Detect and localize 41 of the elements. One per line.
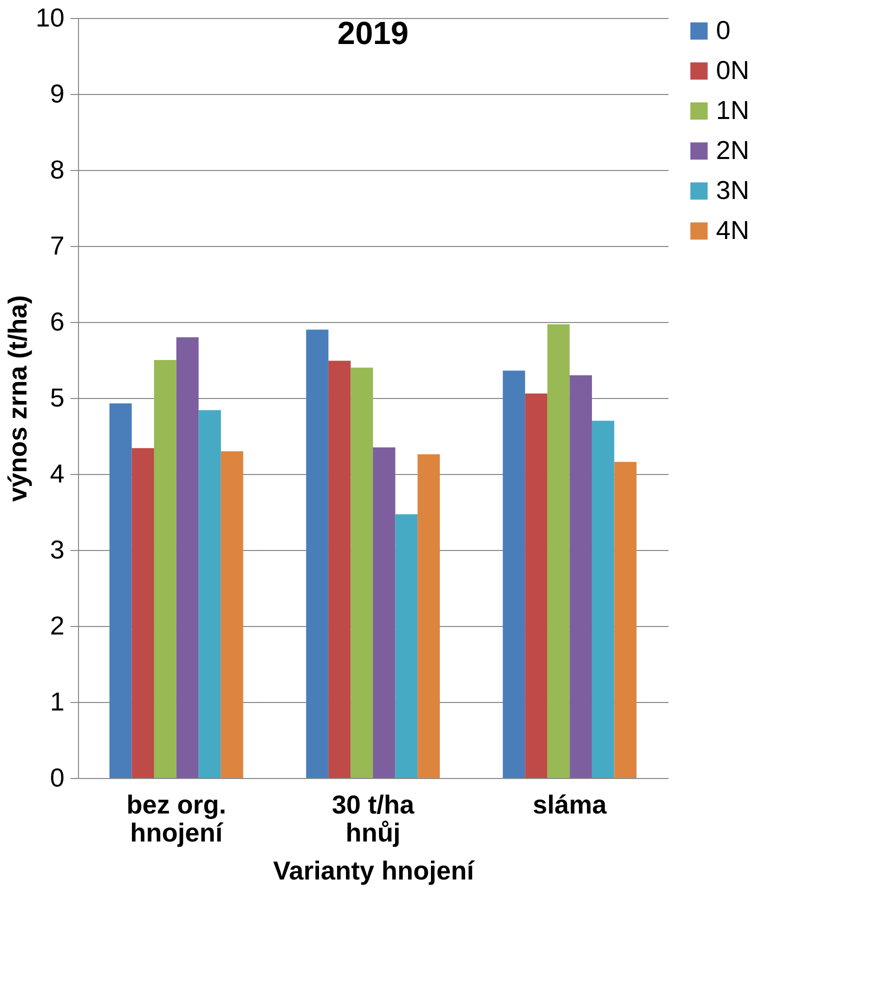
bar <box>547 324 570 778</box>
x-tick-label: sláma <box>532 790 608 820</box>
y-tick-label: 8 <box>50 154 64 184</box>
y-tick-label: 0 <box>50 762 64 792</box>
legend-label: 3N <box>716 175 750 205</box>
bar <box>592 420 614 778</box>
bar <box>395 514 418 778</box>
bar <box>306 330 328 778</box>
x-tick-label: bez org. hnojení <box>126 790 226 848</box>
legend-label: 0N <box>716 55 750 85</box>
x-axis-title: Varianty hnojení <box>273 856 475 886</box>
legend-label: 2N <box>716 135 750 165</box>
bar <box>109 403 132 778</box>
bar <box>350 368 373 778</box>
bar <box>418 454 440 778</box>
bar <box>132 448 154 778</box>
y-tick-label: 2 <box>50 610 64 640</box>
bar <box>502 370 526 778</box>
legend-label: 1N <box>716 95 750 125</box>
y-tick-label: 1 <box>50 686 64 716</box>
bar <box>373 447 396 778</box>
legend-label: 4N <box>716 215 750 245</box>
legend-label: 0 <box>716 15 730 45</box>
bar <box>525 393 548 778</box>
y-tick-label: 7 <box>50 230 64 260</box>
y-tick-label: 9 <box>50 78 64 108</box>
bar <box>570 375 592 778</box>
y-tick-label: 3 <box>50 534 64 564</box>
bar <box>154 360 176 778</box>
chart-title: 2019 <box>337 15 409 51</box>
y-tick-label: 5 <box>50 382 64 412</box>
bar <box>328 360 351 778</box>
x-tick-label: 30 t/ha hnůj <box>332 790 415 848</box>
y-tick-label: 10 <box>36 2 64 32</box>
bar <box>176 337 199 778</box>
bar <box>220 451 244 778</box>
bar <box>614 462 637 778</box>
y-tick-label: 4 <box>50 458 64 488</box>
bar <box>198 410 221 778</box>
y-tick-label: 6 <box>50 306 64 336</box>
y-axis-title: výnos zrna (t/ha) <box>2 295 33 502</box>
